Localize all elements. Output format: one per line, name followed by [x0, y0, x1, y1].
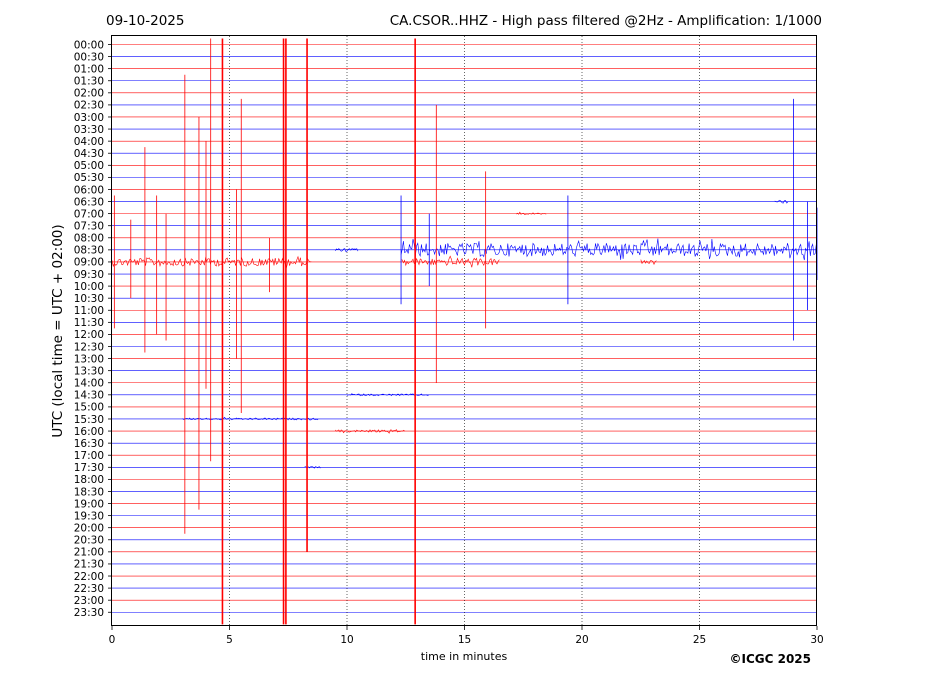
chart-date: 09-10-2025 [106, 13, 184, 29]
y-tick-label: 05:00 [74, 160, 104, 172]
y-tick-label: 20:00 [74, 523, 104, 535]
noise-band [401, 255, 500, 268]
y-tick-label: 16:30 [74, 438, 104, 450]
y-tick-label: 23:30 [74, 607, 104, 619]
y-tick-label: 11:30 [74, 317, 104, 329]
y-tick-label: 05:30 [74, 172, 104, 184]
y-tick-label: 02:30 [74, 100, 104, 112]
y-tick-label: 12:30 [74, 341, 104, 353]
y-tick-label: 20:30 [74, 535, 104, 547]
x-tick-label: 25 [693, 634, 706, 646]
y-tick-label: 19:30 [74, 510, 104, 522]
y-tick-label: 07:30 [74, 221, 104, 233]
y-tick-label: 00:00 [74, 39, 104, 51]
y-tick-label: 22:30 [74, 583, 104, 595]
plot-frame [111, 35, 817, 626]
y-tick-label: 01:30 [74, 76, 104, 88]
y-tick-label: 11:00 [74, 305, 104, 317]
y-tick-label: 21:30 [74, 559, 104, 571]
noise-band [774, 199, 789, 204]
x-tick-label: 5 [226, 634, 233, 646]
x-tick-label: 30 [810, 634, 823, 646]
y-tick-label: 22:00 [74, 571, 104, 583]
y-tick-label: 14:30 [74, 390, 104, 402]
x-tick-label: 0 [109, 634, 116, 646]
noise-band [640, 259, 657, 266]
y-tick-label: 15:30 [74, 414, 104, 426]
y-axis-label: UTC (local time = UTC + 02:00) [50, 224, 66, 437]
y-tick-label: 10:30 [74, 293, 104, 305]
noise-band [182, 416, 319, 421]
noise-band [335, 429, 405, 434]
chart-title: CA.CSOR..HHZ - High pass filtered @2Hz -… [390, 13, 822, 29]
noise-band [346, 393, 429, 397]
y-tick-label: 17:30 [74, 462, 104, 474]
y-tick-label: 07:00 [74, 208, 104, 220]
x-tick-label: 20 [575, 634, 588, 646]
y-tick-label: 23:00 [74, 595, 104, 607]
y-tick-label: 04:30 [74, 148, 104, 160]
y-tick-label: 09:30 [74, 269, 104, 281]
y-tick-label: 08:00 [74, 233, 104, 245]
x-tick-label: 15 [458, 634, 471, 646]
y-tick-label: 13:30 [74, 365, 104, 377]
y-tick-label: 00:30 [74, 51, 104, 63]
x-tick-label: 10 [340, 634, 353, 646]
y-tick-label: 18:00 [74, 474, 104, 486]
y-tick-label: 12:00 [74, 329, 104, 341]
y-tick-label: 19:00 [74, 498, 104, 510]
noise-band [400, 238, 817, 261]
y-tick-label: 02:00 [74, 88, 104, 100]
y-tick-label: 03:00 [74, 112, 104, 124]
y-tick-label: 13:00 [74, 353, 104, 365]
noise-band [111, 255, 312, 270]
y-tick-label: 06:30 [74, 196, 104, 208]
y-tick-label: 06:00 [74, 184, 104, 196]
x-tick-labels: 0 5 10 15 20 25 30 [109, 626, 824, 646]
y-tick-label: 15:00 [74, 402, 104, 414]
y-tick-labels: 00:0000:3001:0001:3002:0002:3003:0003:30… [74, 39, 112, 619]
noise-band [335, 248, 359, 253]
noise-band [516, 211, 547, 215]
grid-lines [229, 36, 700, 626]
copyright-label: ©ICGC 2025 [729, 652, 811, 666]
y-tick-label: 01:00 [74, 63, 104, 75]
y-tick-label: 21:00 [74, 547, 104, 559]
y-tick-label: 09:00 [74, 257, 104, 269]
y-tick-label: 04:00 [74, 136, 104, 148]
x-axis-label: time in minutes [421, 650, 508, 663]
y-tick-label: 03:30 [74, 124, 104, 136]
y-tick-label: 14:00 [74, 378, 104, 390]
y-tick-label: 16:00 [74, 426, 104, 438]
y-tick-label: 17:00 [74, 450, 104, 462]
y-tick-label: 18:30 [74, 486, 104, 498]
seismic-spikes [113, 38, 818, 625]
y-tick-label: 08:30 [74, 245, 104, 257]
y-tick-label: 10:00 [74, 281, 104, 293]
